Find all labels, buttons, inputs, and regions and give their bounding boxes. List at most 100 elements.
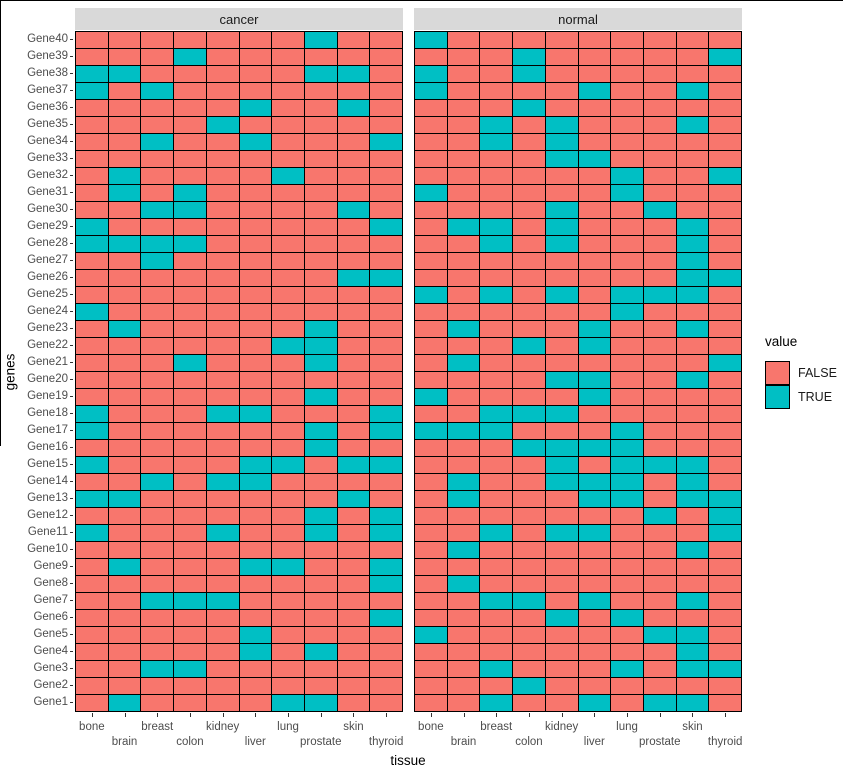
heatmap-cell-normal-Gene30-colon <box>513 202 546 219</box>
heatmap-cell-cancer-Gene16-bone <box>76 440 109 457</box>
x-tick-label-cancer-prostate: prostate <box>299 736 342 748</box>
heatmap-cell-normal-Gene7-kidney <box>545 593 579 610</box>
heatmap-cell-normal-Gene23-skin <box>676 321 710 338</box>
heatmap-cell-cancer-Gene7-thyroid <box>370 593 403 610</box>
heatmap-cell-normal-Gene28-skin <box>676 236 710 253</box>
heatmap-cell-normal-Gene25-bone <box>415 287 448 304</box>
heatmap-cell-normal-Gene26-colon <box>513 270 546 287</box>
heatmap-cell-normal-Gene13-breast <box>480 491 514 508</box>
heatmap-cell-normal-Gene19-bone <box>415 389 448 406</box>
heatmap-cell-cancer-Gene34-liver <box>239 134 273 151</box>
heatmap-cell-normal-Gene3-bone <box>415 661 448 678</box>
heatmap-cell-normal-Gene12-liver <box>578 508 612 525</box>
heatmap-cell-normal-Gene18-brain <box>447 406 481 423</box>
heatmap-cell-cancer-Gene19-colon <box>174 389 207 406</box>
heatmap-cell-cancer-Gene38-bone <box>76 66 109 83</box>
heatmap-cell-cancer-Gene2-prostate <box>304 678 338 695</box>
heatmap-cell-cancer-Gene12-thyroid <box>370 508 403 525</box>
heatmap-cell-cancer-Gene9-skin <box>337 559 371 576</box>
heatmap-cell-cancer-Gene16-colon <box>174 440 207 457</box>
heatmap-cell-normal-Gene12-brain <box>447 508 481 525</box>
heatmap-cell-normal-Gene21-colon <box>513 355 546 372</box>
heatmap-cell-cancer-Gene36-liver <box>239 100 273 117</box>
heatmap-cell-normal-Gene35-thyroid <box>709 117 742 134</box>
y-tick-label-Gene21: Gene21 <box>27 356 68 368</box>
heatmap-cell-cancer-Gene16-lung <box>272 440 305 457</box>
heatmap-cell-cancer-Gene27-bone <box>76 253 109 270</box>
heatmap-cell-cancer-Gene15-thyroid <box>370 457 403 474</box>
y-tick-mark <box>70 396 73 397</box>
heatmap-cell-cancer-Gene35-breast <box>141 117 175 134</box>
heatmap-cell-cancer-Gene10-thyroid <box>370 542 403 559</box>
heatmap-cell-normal-Gene14-brain <box>447 474 481 491</box>
heatmap-cell-normal-Gene29-liver <box>578 219 612 236</box>
heatmap-cell-normal-Gene6-liver <box>578 610 612 627</box>
heatmap-cell-cancer-Gene14-prostate <box>304 474 338 491</box>
heatmap-cell-cancer-Gene13-thyroid <box>370 491 403 508</box>
heatmap-cell-cancer-Gene15-brain <box>108 457 142 474</box>
heatmap-cell-cancer-Gene11-breast <box>141 525 175 542</box>
y-tick-mark <box>70 328 73 329</box>
heatmap-cell-cancer-Gene38-kidney <box>206 66 240 83</box>
heatmap-cell-cancer-Gene26-prostate <box>304 270 338 287</box>
y-tick-label-Gene25: Gene25 <box>27 288 68 300</box>
heatmap-cell-normal-Gene15-prostate <box>643 457 677 474</box>
heatmap-cell-cancer-Gene6-thyroid <box>370 610 403 627</box>
x-tick-label-cancer-breast: breast <box>141 721 174 733</box>
heatmap-cell-normal-Gene10-skin <box>676 542 710 559</box>
heatmap-cell-cancer-Gene29-liver <box>239 219 273 236</box>
heatmap-cell-normal-Gene24-brain <box>447 304 481 321</box>
heatmap-cell-cancer-Gene22-prostate <box>304 338 338 355</box>
heatmap-cell-normal-Gene29-thyroid <box>709 219 742 236</box>
heatmap-cell-normal-Gene20-bone <box>415 372 448 389</box>
heatmap-cell-normal-Gene19-colon <box>513 389 546 406</box>
heatmap-cell-normal-Gene40-skin <box>676 32 710 49</box>
heatmap-cell-cancer-Gene6-liver <box>239 610 273 627</box>
heatmap-cell-normal-Gene4-colon <box>513 644 546 661</box>
heatmap-cell-cancer-Gene12-lung <box>272 508 305 525</box>
heatmap-cell-cancer-Gene12-liver <box>239 508 273 525</box>
heatmap-cell-cancer-Gene15-liver <box>239 457 273 474</box>
y-tick-label-Gene19: Gene19 <box>27 390 68 402</box>
heatmap-cell-cancer-Gene40-brain <box>108 32 142 49</box>
x-tick-mark <box>353 713 355 717</box>
heatmap-cell-cancer-Gene31-colon <box>174 185 207 202</box>
heatmap-cell-cancer-Gene9-lung <box>272 559 305 576</box>
heatmap-cell-normal-Gene26-breast <box>480 270 514 287</box>
heatmap-cell-normal-Gene22-kidney <box>545 338 579 355</box>
y-tick-mark <box>70 668 73 669</box>
y-tick-label-Gene13: Gene13 <box>27 492 68 504</box>
heatmap-cell-normal-Gene18-liver <box>578 406 612 423</box>
heatmap-cell-cancer-Gene13-lung <box>272 491 305 508</box>
heatmap-cell-normal-Gene16-prostate <box>643 440 677 457</box>
heatmap-cell-cancer-Gene3-thyroid <box>370 661 403 678</box>
heatmap-cell-normal-Gene25-skin <box>676 287 710 304</box>
heatmap-cell-cancer-Gene36-colon <box>174 100 207 117</box>
x-tick-mark <box>594 713 596 717</box>
y-tick-label-Gene15: Gene15 <box>27 458 68 470</box>
heatmap-cell-cancer-Gene40-breast <box>141 32 175 49</box>
heatmap-cell-normal-Gene6-lung <box>611 610 644 627</box>
heatmap-cell-cancer-Gene10-kidney <box>206 542 240 559</box>
heatmap-cell-normal-Gene23-lung <box>611 321 644 338</box>
heatmap-cell-normal-Gene37-brain <box>447 83 481 100</box>
heatmap-cell-normal-Gene35-bone <box>415 117 448 134</box>
heatmap-cell-normal-Gene26-bone <box>415 270 448 287</box>
heatmap-cell-normal-Gene11-bone <box>415 525 448 542</box>
y-tick-label-Gene11: Gene11 <box>27 526 68 538</box>
heatmap-cell-normal-Gene29-breast <box>480 219 514 236</box>
heatmap-cell-cancer-Gene17-colon <box>174 423 207 440</box>
heatmap-cell-cancer-Gene34-bone <box>76 134 109 151</box>
heatmap-cell-normal-Gene31-brain <box>447 185 481 202</box>
heatmap-cell-cancer-Gene21-breast <box>141 355 175 372</box>
y-tick-mark <box>70 56 73 57</box>
heatmap-cell-cancer-Gene3-breast <box>141 661 175 678</box>
heatmap-cell-cancer-Gene3-skin <box>337 661 371 678</box>
heatmap-cell-cancer-Gene5-lung <box>272 627 305 644</box>
y-tick-mark <box>70 311 73 312</box>
y-tick-label-Gene17: Gene17 <box>27 424 68 436</box>
heatmap-cell-normal-Gene24-bone <box>415 304 448 321</box>
heatmap-cell-cancer-Gene29-colon <box>174 219 207 236</box>
heatmap-cell-normal-Gene20-skin <box>676 372 710 389</box>
heatmap-cell-normal-Gene24-liver <box>578 304 612 321</box>
